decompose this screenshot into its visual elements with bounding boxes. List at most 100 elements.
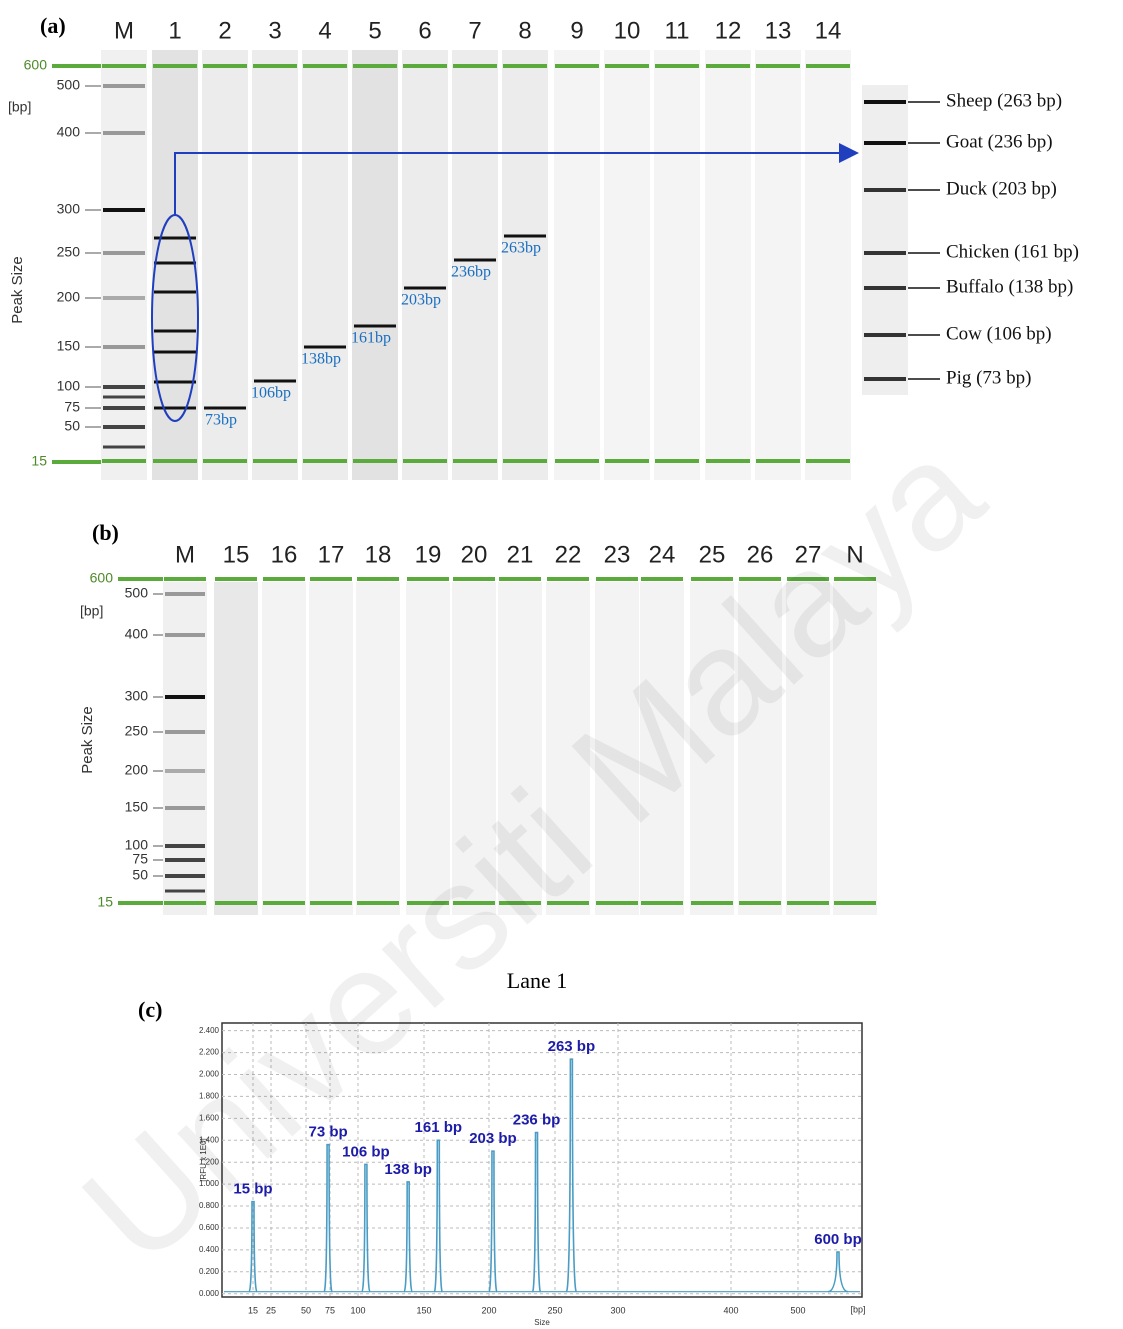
y-tick-label: 0.200 xyxy=(199,1267,220,1276)
marker-band xyxy=(596,577,638,581)
size-label: 15 xyxy=(97,894,113,910)
lane-label: M xyxy=(114,17,134,44)
lane xyxy=(502,50,548,480)
lane xyxy=(705,50,751,480)
x-tick-label: 75 xyxy=(325,1305,335,1315)
lane xyxy=(214,582,258,915)
peak-label: 161 bp xyxy=(415,1119,463,1136)
size-label: 500 xyxy=(57,77,81,93)
marker-band xyxy=(555,64,599,68)
marker-band xyxy=(834,901,876,905)
lane-label: 25 xyxy=(699,541,726,568)
reference-band xyxy=(864,286,906,290)
size-label: 300 xyxy=(57,201,81,217)
reference-band xyxy=(864,251,906,255)
ladder-band xyxy=(103,385,145,389)
species-label: Buffalo (138 bp) xyxy=(946,276,1073,297)
marker-band xyxy=(353,459,397,463)
marker-band xyxy=(153,64,197,68)
marker-band xyxy=(453,459,497,463)
lane-label: 9 xyxy=(570,17,583,44)
marker-band xyxy=(303,64,347,68)
reference-band xyxy=(864,100,906,104)
x-tick-label: 150 xyxy=(416,1305,431,1315)
lane xyxy=(604,50,650,480)
marker-band xyxy=(706,459,750,463)
band xyxy=(304,346,346,349)
ladder-band xyxy=(103,208,145,212)
panel-label: (c) xyxy=(138,997,162,1022)
band xyxy=(204,407,246,410)
ladder-band xyxy=(165,844,205,848)
marker-band xyxy=(403,64,447,68)
lane-label: 13 xyxy=(765,17,792,44)
marker-band xyxy=(806,64,850,68)
size-label: 250 xyxy=(57,244,81,260)
marker-band xyxy=(453,577,495,581)
band xyxy=(454,259,496,262)
lane-label: 8 xyxy=(518,17,531,44)
lane xyxy=(152,50,198,480)
species-label: Chicken (161 bp) xyxy=(946,241,1079,262)
peak-label: 106 bp xyxy=(342,1143,390,1160)
band-label: 138bp xyxy=(301,351,341,368)
marker-band xyxy=(353,64,397,68)
size-label: 400 xyxy=(125,626,149,642)
size-label: 400 xyxy=(57,124,81,140)
marker-band xyxy=(499,577,541,581)
ladder-band xyxy=(165,592,205,596)
lane-label: 10 xyxy=(614,17,641,44)
size-label: 100 xyxy=(57,378,81,394)
lane-label: 19 xyxy=(415,541,442,568)
lane-label: 17 xyxy=(318,541,345,568)
marker-band xyxy=(215,577,257,581)
marker-band xyxy=(756,64,800,68)
band xyxy=(154,262,196,265)
marker-band xyxy=(739,901,781,905)
lane-label: 22 xyxy=(555,541,582,568)
lane xyxy=(805,50,851,480)
lane xyxy=(352,50,398,480)
axis-title: Peak Size xyxy=(9,256,26,324)
marker-band xyxy=(706,64,750,68)
size-label: 200 xyxy=(125,762,149,778)
size-label: 250 xyxy=(125,723,149,739)
lane-label: 11 xyxy=(665,17,690,44)
species-label: Pig (73 bp) xyxy=(946,367,1032,388)
x-tick-label: 100 xyxy=(350,1305,365,1315)
marker-band xyxy=(605,64,649,68)
marker-band xyxy=(655,459,699,463)
marker-band xyxy=(555,459,599,463)
ladder-band xyxy=(165,858,205,862)
lane-label: 16 xyxy=(271,541,298,568)
marker-band xyxy=(310,577,352,581)
ladder-band xyxy=(103,396,145,399)
marker-band xyxy=(164,577,206,581)
lane-label: 7 xyxy=(468,17,481,44)
reference-band xyxy=(864,188,906,192)
unit-label: [bp] xyxy=(8,99,31,115)
size-label: 300 xyxy=(125,688,149,704)
band xyxy=(354,325,396,328)
lane-label: M xyxy=(175,541,195,568)
ladder-band xyxy=(165,769,205,773)
marker-band xyxy=(403,459,447,463)
marker-band xyxy=(407,577,449,581)
lane-label: 14 xyxy=(815,17,842,44)
size-label: 50 xyxy=(132,867,148,883)
ladder-band xyxy=(165,806,205,810)
ladder-band xyxy=(165,890,205,893)
peak-label: 263 bp xyxy=(548,1038,596,1055)
size-label: 600 xyxy=(90,570,114,586)
lane xyxy=(302,50,348,480)
x-tick-label: 250 xyxy=(547,1305,562,1315)
size-label: 150 xyxy=(125,799,149,815)
band-label: 236bp xyxy=(451,264,491,281)
size-label: 600 xyxy=(24,57,48,73)
axis-title: Peak Size xyxy=(79,706,96,774)
band xyxy=(154,381,196,384)
size-label: 150 xyxy=(57,338,81,354)
marker-band xyxy=(203,459,247,463)
marker-band xyxy=(102,64,146,68)
reference-band xyxy=(864,141,906,145)
